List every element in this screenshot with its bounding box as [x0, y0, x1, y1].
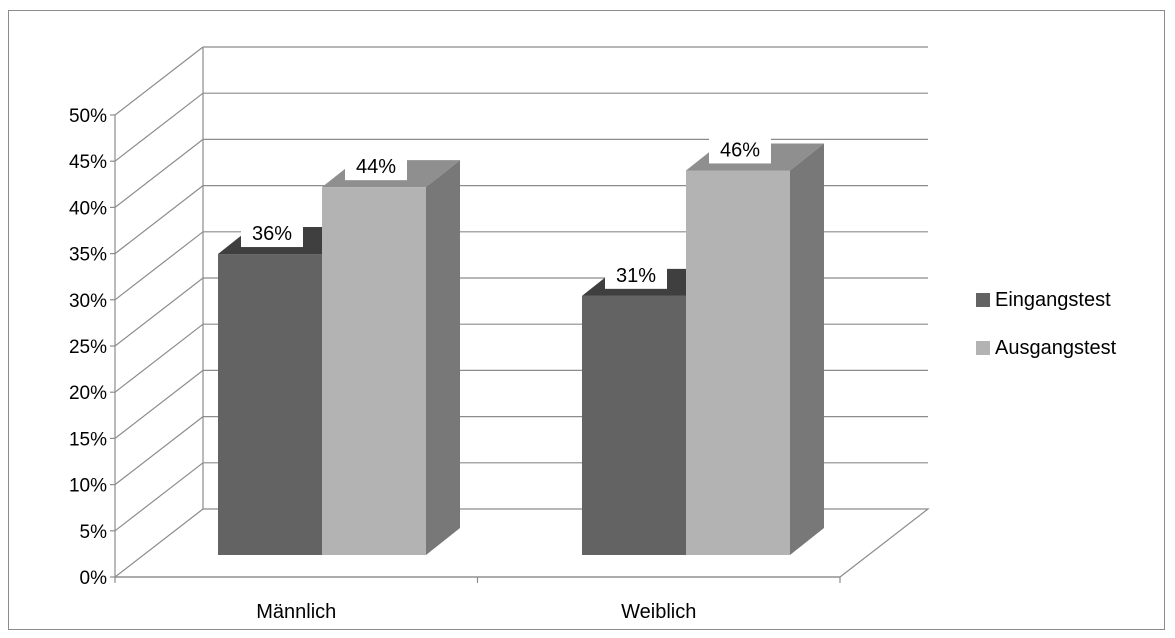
bar-ausgangstest-1 — [686, 143, 824, 555]
y-tick-label: 40% — [69, 198, 107, 219]
y-tick-label: 10% — [69, 476, 107, 497]
gridline-diagonal — [114, 138, 204, 208]
gridline-diagonal — [114, 462, 204, 532]
axes — [110, 47, 841, 583]
legend-label-ausgangstest: Ausgangstest — [995, 337, 1117, 359]
data-label-box — [241, 217, 303, 248]
data-label: 46% — [720, 139, 760, 161]
bar-side — [790, 143, 824, 555]
bars — [218, 143, 824, 556]
legend: Eingangstest Ausgangstest — [976, 289, 1117, 359]
y-tick-label: 30% — [69, 291, 107, 312]
data-label: 31% — [616, 265, 656, 287]
y-tick-label: 35% — [69, 245, 107, 266]
y-tick-label: 15% — [69, 429, 107, 450]
y-tick-labels: 0% 5% 10% 15% 20% 25% 30% 35% 40% 45% 50% — [69, 106, 107, 589]
y-tick-label: 5% — [80, 522, 108, 543]
data-label: 44% — [356, 156, 396, 178]
data-labels: 36% 44% 31% 46% — [241, 133, 771, 289]
bar-front — [582, 295, 686, 555]
data-label: 36% — [252, 223, 292, 245]
gridline-diagonal — [114, 46, 204, 116]
category-label: Weiblich — [621, 601, 696, 623]
y-tick-label: 50% — [69, 106, 107, 127]
data-label-box — [605, 258, 667, 289]
bar-front — [218, 254, 322, 556]
y-tick-label: 20% — [69, 383, 107, 404]
legend-label-eingangstest: Eingangstest — [995, 289, 1111, 311]
gridline-diagonal — [114, 369, 204, 439]
gridline-diagonal — [114, 185, 204, 255]
y-tick-label: 0% — [80, 568, 108, 589]
legend-swatch-eingangstest — [976, 293, 990, 307]
gridline-diagonal — [114, 323, 204, 393]
bar-side — [426, 160, 460, 555]
legend-swatch-ausgangstest — [976, 341, 990, 355]
gridline-diagonal — [114, 277, 204, 347]
bar-ausgangstest-0 — [322, 160, 460, 555]
gridline-diagonal — [114, 92, 204, 162]
y-tick-label: 25% — [69, 337, 107, 358]
y-tick-label: 45% — [69, 152, 107, 173]
data-label-box — [709, 133, 771, 164]
category-labels: Männlich Weiblich — [256, 601, 696, 623]
category-label: Männlich — [256, 601, 336, 623]
data-label-box — [345, 150, 407, 181]
bar-front — [686, 170, 790, 555]
gridline-diagonal — [114, 416, 204, 486]
gridline-diagonal — [114, 231, 204, 301]
bar-front — [322, 187, 426, 555]
